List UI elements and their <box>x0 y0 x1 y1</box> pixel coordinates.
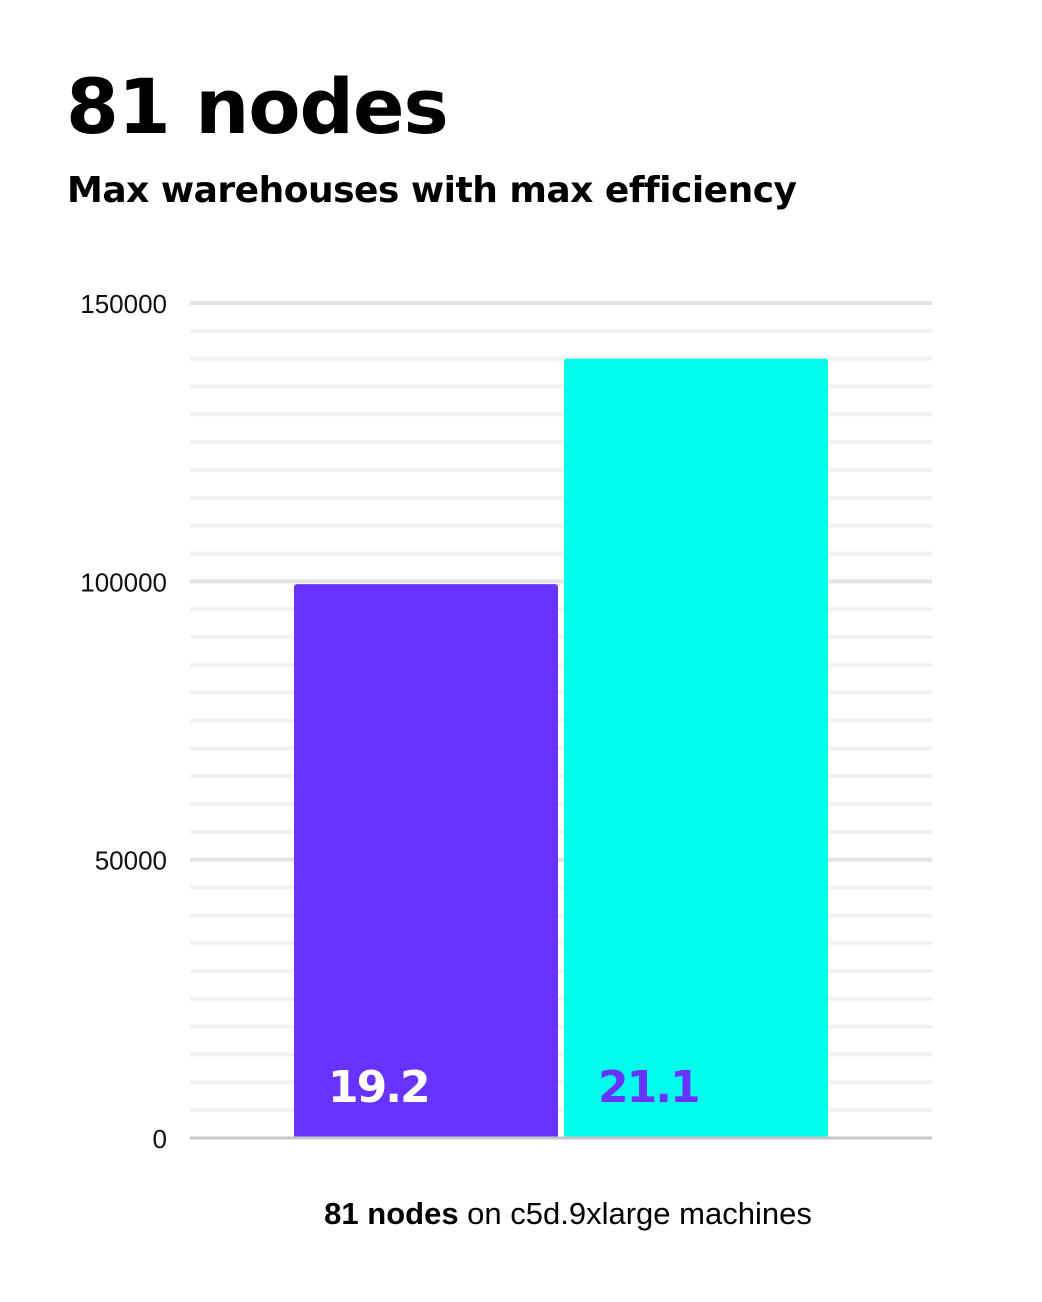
bar-data-label: 19.2 <box>328 1062 429 1113</box>
y-tick-label: 100000 <box>80 567 167 597</box>
y-tick-label: 150000 <box>80 289 167 319</box>
bar <box>564 358 828 1139</box>
bar-data-label: 21.1 <box>598 1062 699 1113</box>
x-axis-label-bold: 81 nodes <box>324 1196 459 1231</box>
x-axis-label: 81 nodes on c5d.9xlarge machines <box>0 1196 1042 1232</box>
x-axis-label-text: on c5d.9xlarge machines <box>458 1196 812 1231</box>
y-tick-label: 0 <box>153 1124 167 1154</box>
bar <box>294 584 558 1138</box>
y-tick-label: 50000 <box>95 846 167 876</box>
chart-subtitle: Max warehouses with max efficiency <box>67 170 797 211</box>
chart-title: 81 nodes <box>66 62 449 151</box>
